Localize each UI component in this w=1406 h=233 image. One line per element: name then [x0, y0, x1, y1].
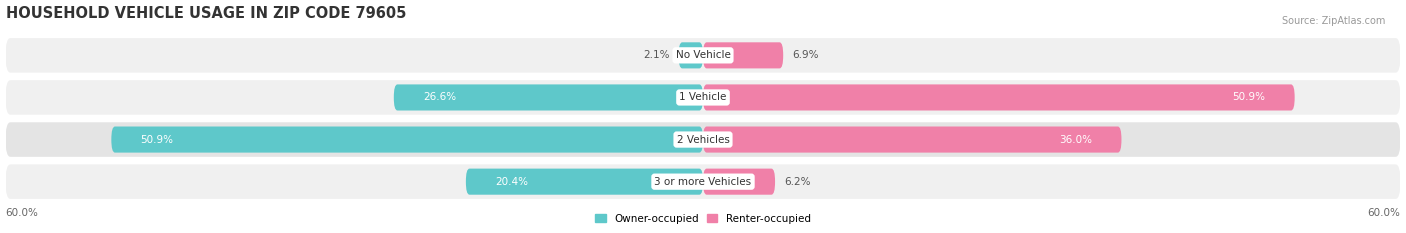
- FancyBboxPatch shape: [6, 122, 1400, 157]
- Legend: Owner-occupied, Renter-occupied: Owner-occupied, Renter-occupied: [591, 210, 815, 228]
- FancyBboxPatch shape: [6, 164, 1400, 199]
- Text: 50.9%: 50.9%: [1233, 93, 1265, 103]
- Text: 3 or more Vehicles: 3 or more Vehicles: [654, 177, 752, 187]
- FancyBboxPatch shape: [703, 42, 783, 69]
- Text: 2 Vehicles: 2 Vehicles: [676, 134, 730, 144]
- FancyBboxPatch shape: [394, 84, 703, 110]
- FancyBboxPatch shape: [703, 127, 1122, 153]
- Text: 50.9%: 50.9%: [141, 134, 173, 144]
- Text: 36.0%: 36.0%: [1059, 134, 1092, 144]
- Text: 60.0%: 60.0%: [1368, 208, 1400, 218]
- Text: 26.6%: 26.6%: [423, 93, 456, 103]
- Text: 2.1%: 2.1%: [643, 50, 669, 60]
- FancyBboxPatch shape: [465, 169, 703, 195]
- Text: HOUSEHOLD VEHICLE USAGE IN ZIP CODE 79605: HOUSEHOLD VEHICLE USAGE IN ZIP CODE 7960…: [6, 6, 406, 21]
- FancyBboxPatch shape: [703, 84, 1295, 110]
- FancyBboxPatch shape: [703, 169, 775, 195]
- Text: Source: ZipAtlas.com: Source: ZipAtlas.com: [1281, 16, 1385, 26]
- Text: 6.9%: 6.9%: [793, 50, 820, 60]
- FancyBboxPatch shape: [679, 42, 703, 69]
- Text: No Vehicle: No Vehicle: [675, 50, 731, 60]
- Text: 6.2%: 6.2%: [785, 177, 811, 187]
- Text: 1 Vehicle: 1 Vehicle: [679, 93, 727, 103]
- FancyBboxPatch shape: [6, 38, 1400, 73]
- Text: 20.4%: 20.4%: [495, 177, 527, 187]
- Text: 60.0%: 60.0%: [6, 208, 38, 218]
- FancyBboxPatch shape: [111, 127, 703, 153]
- FancyBboxPatch shape: [6, 80, 1400, 115]
